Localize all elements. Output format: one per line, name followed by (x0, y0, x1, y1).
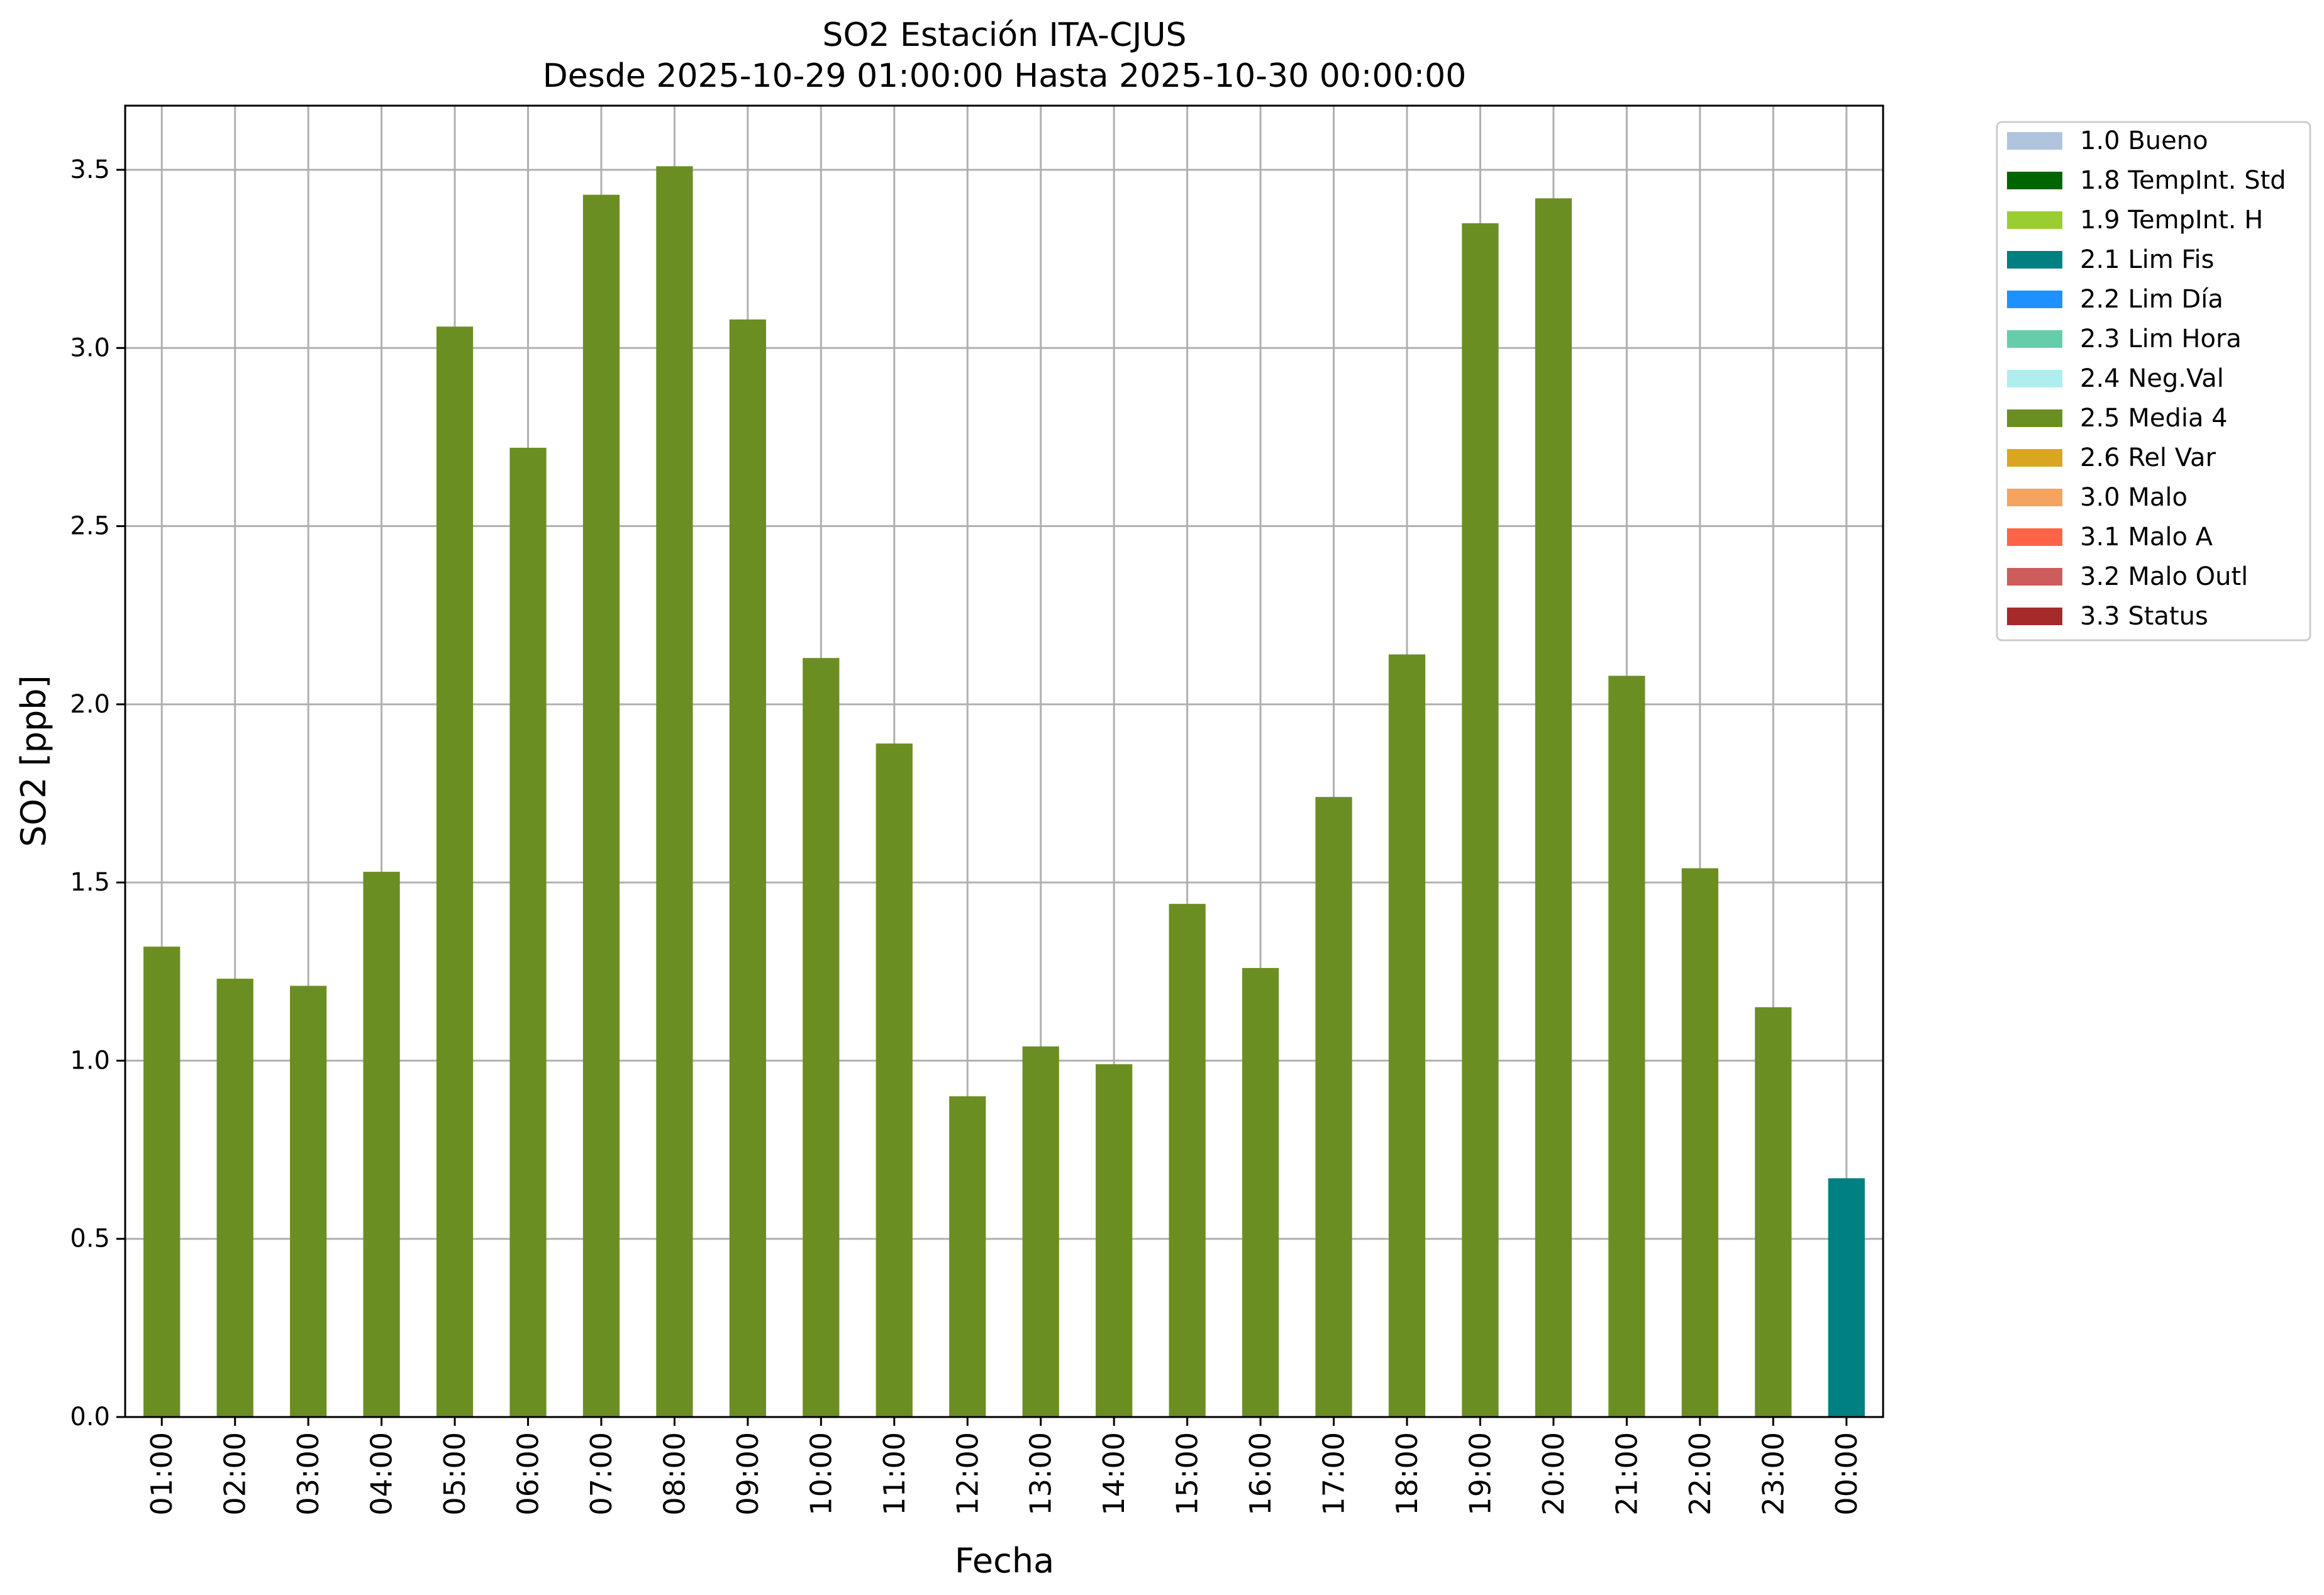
y-tick-label: 0.5 (70, 1225, 110, 1253)
chart-title: SO2 Estación ITA-CJUS (822, 16, 1186, 54)
x-tick-label: 05:00 (438, 1432, 472, 1516)
x-tick-label: 00:00 (1830, 1432, 1864, 1516)
y-axis: 0.0 0.5 1.0 1.5 2.0 2.5 3.0 3.5 (70, 155, 125, 1431)
plot-area-frame (124, 104, 1884, 1418)
y-tick-label: 0.0 (70, 1403, 110, 1431)
legend-swatch (2007, 489, 2062, 506)
x-tick-label: 09:00 (731, 1432, 765, 1516)
legend-swatch (2007, 291, 2062, 308)
y-tick-label: 1.5 (70, 868, 110, 897)
y-tick-label: 3.0 (70, 333, 110, 362)
bar (803, 658, 840, 1417)
bar (1681, 868, 1718, 1417)
bar (582, 194, 620, 1417)
bar (1828, 1178, 1865, 1417)
bar (436, 326, 474, 1418)
x-axis-label: Fecha (955, 1541, 1054, 1581)
y-tick-label: 2.0 (70, 690, 110, 719)
bar (1462, 223, 1499, 1418)
y-tick-label: 3.5 (70, 155, 110, 184)
x-tick-label: 11:00 (877, 1432, 911, 1516)
bar (290, 986, 327, 1417)
x-tick-label: 17:00 (1317, 1432, 1351, 1516)
x-tick-label: 12:00 (950, 1432, 984, 1516)
x-tick-label: 06:00 (511, 1432, 545, 1516)
legend: 1.0 Bueno 1.8 TempInt. Std 1.9 TempInt. H 2… (1996, 121, 2311, 642)
x-axis: 01:00 02:00 03:00 04:00 05:00 06:00 07:00 08:00… (145, 1417, 1864, 1516)
legend-swatch (2007, 211, 2062, 229)
bar (1169, 904, 1206, 1417)
bar (656, 166, 693, 1418)
x-tick-label: 22:00 (1683, 1432, 1717, 1516)
x-tick-label: 16:00 (1243, 1432, 1277, 1516)
x-tick-label: 13:00 (1024, 1432, 1058, 1516)
x-tick-label: 07:00 (584, 1432, 618, 1516)
bar (1608, 675, 1645, 1417)
y-tick-label: 2.5 (70, 512, 110, 541)
legend-box (1996, 121, 2311, 642)
x-tick-label: 21:00 (1610, 1432, 1643, 1516)
chart-subtitle: Desde 2025-10-29 01:00:00 Hasta 2025-10-… (543, 57, 1467, 95)
bar (143, 947, 181, 1417)
bar (1535, 198, 1572, 1417)
legend-label: 2.1 Lim Fis (2080, 245, 2214, 274)
legend-label: 3.0 Malo (2080, 483, 2188, 512)
legend-label: 3.3 Status (2080, 602, 2208, 631)
x-tick-label: 01:00 (145, 1432, 179, 1516)
bar (1755, 1007, 1792, 1417)
legend-swatch (2007, 172, 2062, 189)
legend-label: 2.5 Media 4 (2080, 404, 2228, 433)
legend-label: 2.6 Rel Var (2080, 443, 2216, 472)
legend-swatch (2007, 370, 2062, 387)
legend-label: 2.4 Neg.Val (2080, 364, 2224, 393)
legend-swatch (2007, 251, 2062, 269)
legend-swatch (2007, 330, 2062, 348)
x-tick-label: 02:00 (218, 1432, 252, 1516)
bars (143, 166, 1865, 1418)
x-tick-label: 04:00 (365, 1432, 399, 1516)
x-tick-label: 14:00 (1097, 1432, 1131, 1516)
legend-swatch (2007, 409, 2062, 427)
legend-swatch (2007, 608, 2062, 625)
bar (729, 319, 767, 1417)
y-axis-label: SO2 [ppb] (14, 675, 53, 847)
legend-label: 1.9 TempInt. H (2080, 206, 2263, 235)
bar (216, 979, 253, 1417)
bar (509, 447, 547, 1417)
legend-swatch (2007, 568, 2062, 586)
x-tick-label: 18:00 (1390, 1432, 1424, 1516)
bar (1096, 1064, 1133, 1417)
legend-label: 2.3 Lim Hora (2080, 325, 2242, 353)
x-tick-label: 08:00 (657, 1432, 691, 1516)
x-tick-label: 03:00 (291, 1432, 325, 1516)
legend-label: 1.8 TempInt. Std (2080, 166, 2286, 195)
legend-swatch (2007, 449, 2062, 467)
x-tick-label: 23:00 (1756, 1432, 1790, 1516)
bar (1315, 797, 1352, 1417)
legend-label: 1.0 Bueno (2080, 126, 2208, 155)
x-tick-label: 15:00 (1170, 1432, 1204, 1516)
bar (363, 872, 400, 1417)
bar (876, 743, 913, 1417)
bar (1388, 654, 1426, 1417)
bar (1242, 968, 1279, 1417)
bar (1022, 1046, 1059, 1417)
legend-label: 2.2 Lim Día (2080, 285, 2223, 314)
x-tick-label: 19:00 (1463, 1432, 1497, 1516)
x-tick-label: 10:00 (804, 1432, 838, 1516)
x-tick-label: 20:00 (1537, 1432, 1571, 1516)
legend-swatch (2007, 528, 2062, 546)
y-tick-label: 1.0 (70, 1046, 110, 1075)
legend-label: 3.2 Malo Outl (2080, 562, 2248, 591)
legend-swatch (2007, 132, 2062, 150)
legend-label: 3.1 Malo A (2080, 523, 2213, 552)
bar (949, 1096, 986, 1417)
